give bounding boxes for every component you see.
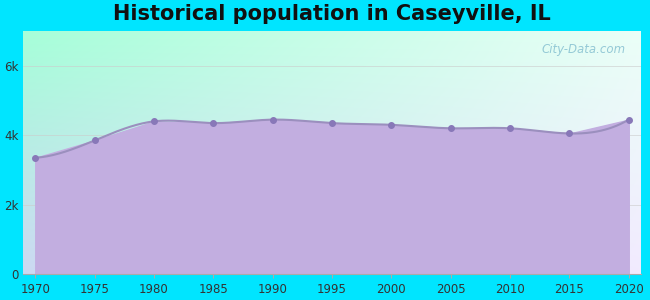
Title: Historical population in Caseyville, IL: Historical population in Caseyville, IL <box>113 4 551 24</box>
Text: City-Data.com: City-Data.com <box>541 44 625 56</box>
